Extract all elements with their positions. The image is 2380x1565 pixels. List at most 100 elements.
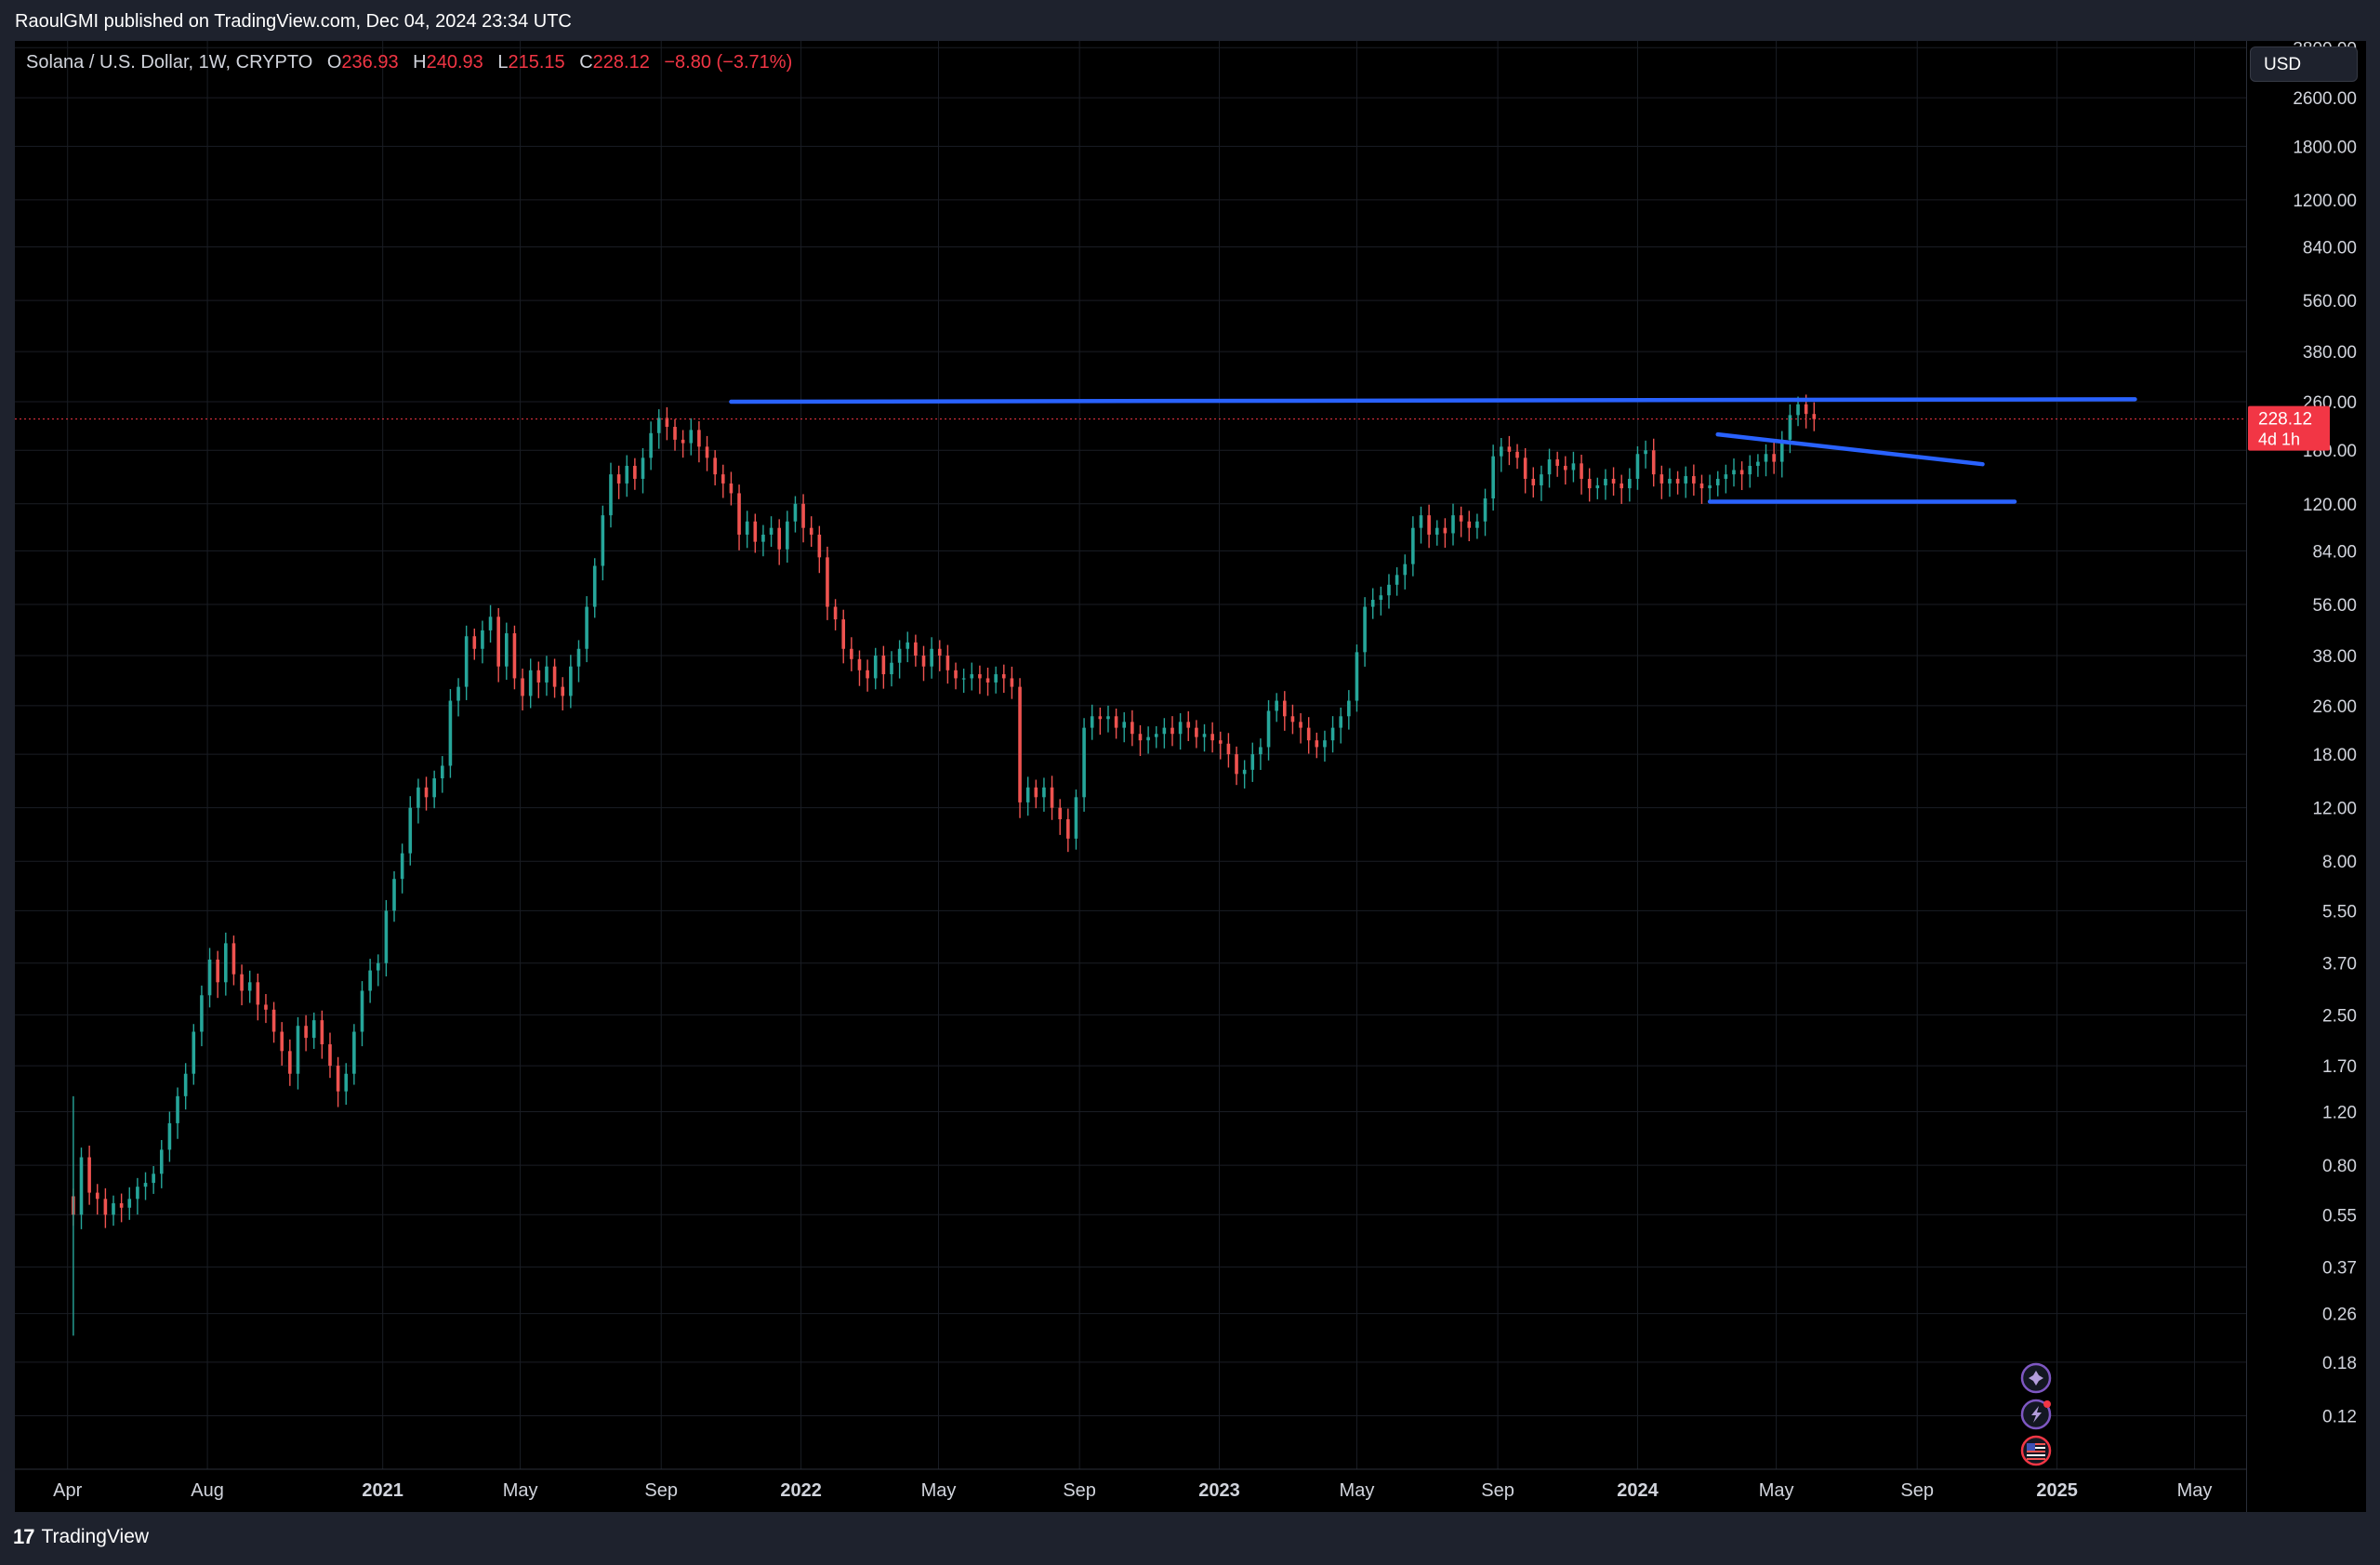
candle [1050, 776, 1054, 820]
time-tick-label: Sep [1063, 1480, 1096, 1501]
close-value: 228.12 [592, 52, 650, 73]
candle-body [280, 1031, 284, 1052]
candle [1651, 438, 1656, 487]
candle-body [1555, 459, 1559, 466]
candle-body [1106, 716, 1110, 720]
price-tick-label: 0.37 [2322, 1259, 2357, 1279]
candle [488, 604, 493, 643]
candle [1628, 468, 1632, 502]
price-tick-label: 840.00 [2303, 239, 2357, 259]
candle [641, 447, 645, 494]
candle [1306, 717, 1311, 754]
footer-brand[interactable]: 17 TradingView [13, 1525, 149, 1549]
candle-body [384, 910, 389, 963]
candle [890, 651, 893, 687]
candle [296, 1016, 300, 1090]
sparkle-icon[interactable] [2020, 1362, 2052, 1394]
candle-body [697, 430, 701, 447]
candle-body [1571, 463, 1576, 471]
candle [1266, 700, 1271, 761]
candle-body [87, 1157, 91, 1193]
candle-body [456, 686, 460, 701]
candle-body [1034, 787, 1038, 798]
candle-body [224, 943, 228, 983]
currency-button[interactable]: USD [2250, 46, 2358, 82]
candle-body [801, 503, 805, 528]
candle [1475, 513, 1479, 539]
price-tick-label: 0.80 [2322, 1157, 2357, 1176]
candle [496, 607, 500, 683]
publish-caption: RaoulGMI published on TradingView.com, D… [15, 11, 572, 32]
candle-body [1178, 722, 1183, 735]
change-value: −8.80 (−3.71%) [664, 52, 793, 73]
candle [729, 471, 734, 506]
price-scale[interactable]: 0.12 0.18 0.26 0.37 0.55 0.80 1.20 1.70 2.50 3.70… [2246, 39, 2366, 1512]
candle-body [1122, 722, 1127, 728]
notification-dot [2043, 1400, 2051, 1408]
candle-body [1370, 600, 1375, 607]
candle [424, 776, 429, 811]
candle [1290, 704, 1295, 735]
candle-body [167, 1122, 172, 1150]
candle-body [408, 807, 413, 854]
candle-body [745, 521, 749, 535]
candle [1555, 451, 1559, 477]
low-value: 215.15 [508, 52, 565, 73]
candle-body [1387, 584, 1391, 596]
candle-body [1587, 478, 1592, 489]
time-tick-label: May [1340, 1480, 1375, 1501]
candle-body [793, 503, 798, 522]
candle [352, 1024, 356, 1085]
candle [1010, 666, 1014, 699]
candle [1515, 444, 1519, 470]
candle-body [1764, 454, 1768, 462]
high-label: H [413, 52, 427, 73]
candle-body [112, 1202, 115, 1215]
time-tick-label: 2021 [362, 1480, 403, 1501]
candle [328, 1032, 332, 1079]
candle [1090, 704, 1094, 740]
candle-body [1435, 527, 1439, 535]
candle [240, 964, 244, 1006]
candle [930, 637, 933, 679]
chart-pane[interactable]: Apr Aug 2021 May Sep 2022 May Sep 2023 May Sep 2024… [15, 41, 2246, 1512]
candle [841, 609, 846, 664]
time-tick-label: May [1759, 1480, 1794, 1501]
candle [681, 430, 685, 458]
candle-body [1620, 483, 1623, 489]
candle [200, 985, 204, 1047]
time-tick-label: May [503, 1480, 538, 1501]
candle [625, 455, 629, 497]
candle [528, 658, 533, 709]
chart-canvas[interactable]: Apr Aug 2021 May Sep 2022 May Sep 2023 May Sep 2024… [15, 41, 2246, 1512]
candle-body [1419, 515, 1423, 528]
candle-body [649, 432, 653, 458]
candle [985, 667, 990, 696]
candle [545, 656, 549, 696]
price-scale-canvas[interactable]: 0.12 0.18 0.26 0.37 0.55 0.80 1.20 1.70 2.50 3.70… [2247, 39, 2366, 1512]
candle-body [1218, 740, 1223, 744]
candle [937, 640, 942, 671]
candle [1772, 442, 1776, 474]
candle [1692, 464, 1696, 496]
candle [769, 516, 774, 548]
candle [857, 650, 862, 686]
candle-body [817, 534, 822, 558]
candle-body [994, 674, 998, 683]
candle [1330, 716, 1335, 753]
candle-body [1347, 700, 1351, 717]
price-tick-label: 8.00 [2322, 853, 2357, 872]
candle-body [561, 686, 565, 696]
candle-body [256, 982, 260, 1005]
us-flag-icon[interactable] [2020, 1435, 2052, 1466]
symbol-description[interactable]: Solana / U.S. Dollar, 1W, CRYPTO [26, 52, 313, 73]
candle-body [1507, 446, 1512, 452]
trendlines [729, 397, 2137, 504]
candle-body [1074, 797, 1078, 839]
lightning-icon[interactable] [2020, 1399, 2052, 1430]
candle-body [1042, 787, 1046, 798]
candle-body [616, 474, 621, 484]
candle [777, 519, 781, 565]
candle-body [1756, 461, 1760, 466]
candle [850, 637, 853, 671]
